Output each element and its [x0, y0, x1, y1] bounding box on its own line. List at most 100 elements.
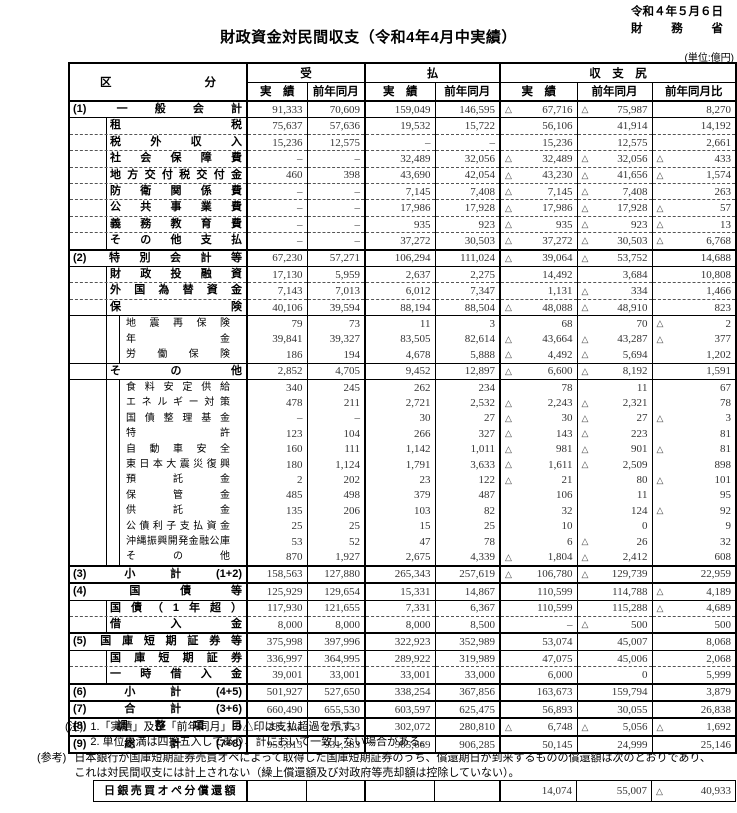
value-cell: 2,852 — [246, 362, 307, 380]
indent-rule — [70, 487, 107, 504]
row-label: (7) 合計(3+6) — [73, 703, 242, 716]
reference-table: 日銀売買オペ分償還額 14,074 55,007 △ 40,933 — [93, 780, 736, 802]
deficit-triangle-icon: △ — [656, 443, 664, 454]
value-cell: 25,146 — [651, 734, 737, 754]
row-label: その他支払 — [110, 234, 242, 247]
table-row: (3) 小計(1+2) 158,563 127,880 265,343 257,619 △… — [69, 564, 737, 584]
value-cell: 527,650 — [306, 682, 365, 702]
col-header-prev-year: 前年同月 — [306, 81, 365, 102]
agency-name: 財務省 — [631, 22, 723, 35]
value-cell: △ 5,694 — [576, 347, 652, 363]
value-cell: 158,563 — [246, 564, 307, 584]
value-cell: 6,000 — [499, 666, 577, 684]
row-label-cell: 国債（1年超） — [69, 599, 248, 617]
value-cell: – — [434, 133, 500, 151]
deficit-triangle-icon: △ — [656, 505, 664, 516]
notes-heading: (注) — [65, 721, 84, 733]
value-cell: 2,661 — [651, 133, 737, 151]
deficit-triangle-icon: △ — [505, 443, 512, 454]
value-cell: 56,106 — [499, 117, 577, 135]
value-cell: – — [246, 215, 307, 233]
deficit-triangle-icon: △ — [505, 169, 512, 180]
value-cell: 460 — [246, 166, 307, 184]
indent-rule — [107, 441, 120, 457]
value-cell: 500 — [651, 616, 737, 634]
table-row: (6) 小計(4+5) 501,927 527,650 338,254 367,856 1… — [69, 682, 737, 702]
value-cell: 3,879 — [651, 682, 737, 702]
row-label-cell: その他支払 — [69, 232, 248, 250]
value-cell: 70,609 — [306, 100, 365, 118]
row-label-cell: 沖縄振興開発金融公庫 — [69, 533, 248, 550]
indent-rule — [70, 651, 107, 667]
table-row: 借入金 8,000 8,000 8,000 8,500– △ 500 500 — [69, 616, 737, 634]
row-label-cell: 外国為替資金 — [69, 282, 248, 300]
value-cell: 10,808 — [651, 266, 737, 283]
row-label-cell: 地震再保険 — [69, 315, 248, 332]
row-label: 年金 — [126, 333, 230, 345]
indent-rule — [107, 395, 120, 411]
table-row: 東日本大震災復興 180 1,124 1,791 3,633 △ 1,611 △ 2,509 89… — [69, 456, 737, 473]
value-cell: 327 — [434, 426, 500, 442]
row-label-cell: 税外収入 — [69, 133, 248, 151]
value-cell: 655,530 — [306, 700, 365, 719]
value-cell: △ 75,987 — [576, 100, 652, 118]
value-cell: 211 — [306, 395, 365, 411]
value-cell: 163,673 — [499, 682, 577, 702]
value-cell — [434, 780, 500, 802]
value-cell: 26,838 — [651, 700, 737, 719]
deficit-triangle-icon: △ — [581, 252, 589, 263]
value-cell: △ 101 — [651, 472, 737, 488]
value-cell: △ 40,933 — [651, 780, 736, 802]
table-row: 預託金 2 202 23 122 △ 21 80 △ 101 — [69, 472, 737, 488]
value-cell: 1,927 — [306, 549, 365, 566]
value-cell: 1,142 — [364, 441, 435, 457]
deficit-triangle-icon: △ — [505, 412, 512, 423]
value-cell: – — [306, 232, 365, 250]
deficit-triangle-icon: △ — [581, 202, 589, 213]
value-cell: 322,923 — [364, 632, 435, 651]
row-label: (3) 小計(1+2) — [73, 567, 242, 580]
table-row: 国債（1年超） 117,930 121,655 7,331 6,367 110,599 11… — [69, 599, 737, 617]
notes-block: (注) 1.「実績」及び「前年同月」の△印は支払超過を示す。 2. 単位未満は四… — [65, 720, 431, 751]
row-label: 供託金 — [126, 505, 230, 517]
value-cell: △ 67,716 — [499, 100, 577, 118]
value-cell: 82,614 — [434, 331, 500, 348]
value-cell: 6 — [499, 533, 577, 550]
value-cell: 2,275 — [434, 266, 500, 283]
value-cell: 78 — [651, 395, 737, 411]
value-cell: △ 6,748 — [499, 717, 577, 736]
value-cell: 30 — [364, 410, 435, 427]
value-cell: 67 — [651, 378, 737, 396]
value-cell: 39,594 — [306, 298, 365, 316]
value-cell: 8,068 — [651, 632, 737, 651]
value-cell: 39,841 — [246, 331, 307, 348]
deficit-triangle-icon: △ — [656, 721, 664, 732]
document-date: 令和４年５月６日 — [631, 6, 723, 18]
value-cell: △ 5,056 — [576, 717, 652, 736]
row-label: 預託金 — [126, 474, 230, 486]
table-row: 社会保障費 – –32,489 32,056 △ 32,489 △ 32,056 △ 433 — [69, 150, 737, 168]
value-cell: 206 — [306, 503, 365, 519]
table-row: 沖縄振興開発金融公庫 53 52 47 78 6 △ 26 32 — [69, 533, 737, 550]
value-cell: 47 — [364, 533, 435, 550]
row-label: 義務教育費 — [110, 217, 242, 230]
indent-rule — [70, 316, 107, 332]
value-cell: △ 1,574 — [651, 166, 737, 184]
value-cell: 4,339 — [434, 549, 500, 566]
indent-rule — [70, 331, 107, 348]
value-cell: △ 17,986 — [499, 199, 577, 217]
value-cell: 160 — [246, 441, 307, 457]
table-row: (8) 調整項目 295,324 275,753 302,072 280,810 △ 6,7… — [69, 717, 737, 736]
value-cell: 111 — [306, 441, 365, 457]
value-cell: 603,597 — [364, 700, 435, 719]
col-header-yoy-change: 前年同月比 — [651, 81, 737, 102]
value-cell: 79 — [246, 315, 307, 332]
value-cell: 17,928 — [434, 199, 500, 217]
indent-rule — [70, 533, 107, 550]
value-cell: 1,466 — [651, 282, 737, 300]
value-cell: △ 27 — [576, 410, 652, 427]
value-cell: 121,655 — [306, 599, 365, 617]
value-cell: 129,654 — [306, 582, 365, 601]
value-cell: 81 — [651, 426, 737, 442]
deficit-triangle-icon: △ — [581, 235, 589, 246]
